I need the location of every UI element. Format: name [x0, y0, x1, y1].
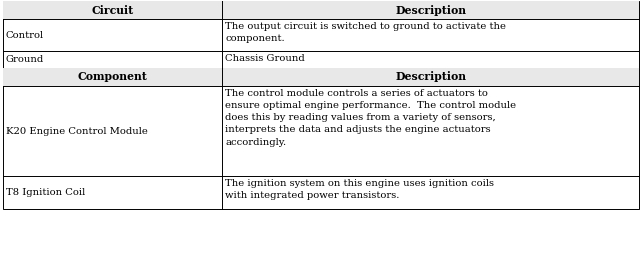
- Bar: [3, 68, 639, 86]
- Text: K20 Engine Control Module: K20 Engine Control Module: [6, 127, 148, 135]
- Text: The ignition system on this engine uses ignition coils
with integrated power tra: The ignition system on this engine uses …: [225, 179, 494, 200]
- Text: Circuit: Circuit: [92, 4, 134, 16]
- Text: Description: Description: [395, 4, 466, 16]
- Bar: [3, 68, 639, 209]
- Text: Description: Description: [395, 72, 466, 83]
- Text: T8 Ignition Coil: T8 Ignition Coil: [6, 188, 85, 197]
- Text: The control module controls a series of actuators to
ensure optimal engine perfo: The control module controls a series of …: [225, 89, 517, 146]
- Bar: [3, 1, 639, 19]
- Text: Component: Component: [78, 72, 148, 83]
- Bar: [3, 1, 639, 68]
- Text: Ground: Ground: [6, 55, 44, 64]
- Text: Control: Control: [6, 31, 44, 39]
- Text: The output circuit is switched to ground to activate the
component.: The output circuit is switched to ground…: [225, 22, 507, 43]
- Text: Chassis Ground: Chassis Ground: [225, 54, 305, 63]
